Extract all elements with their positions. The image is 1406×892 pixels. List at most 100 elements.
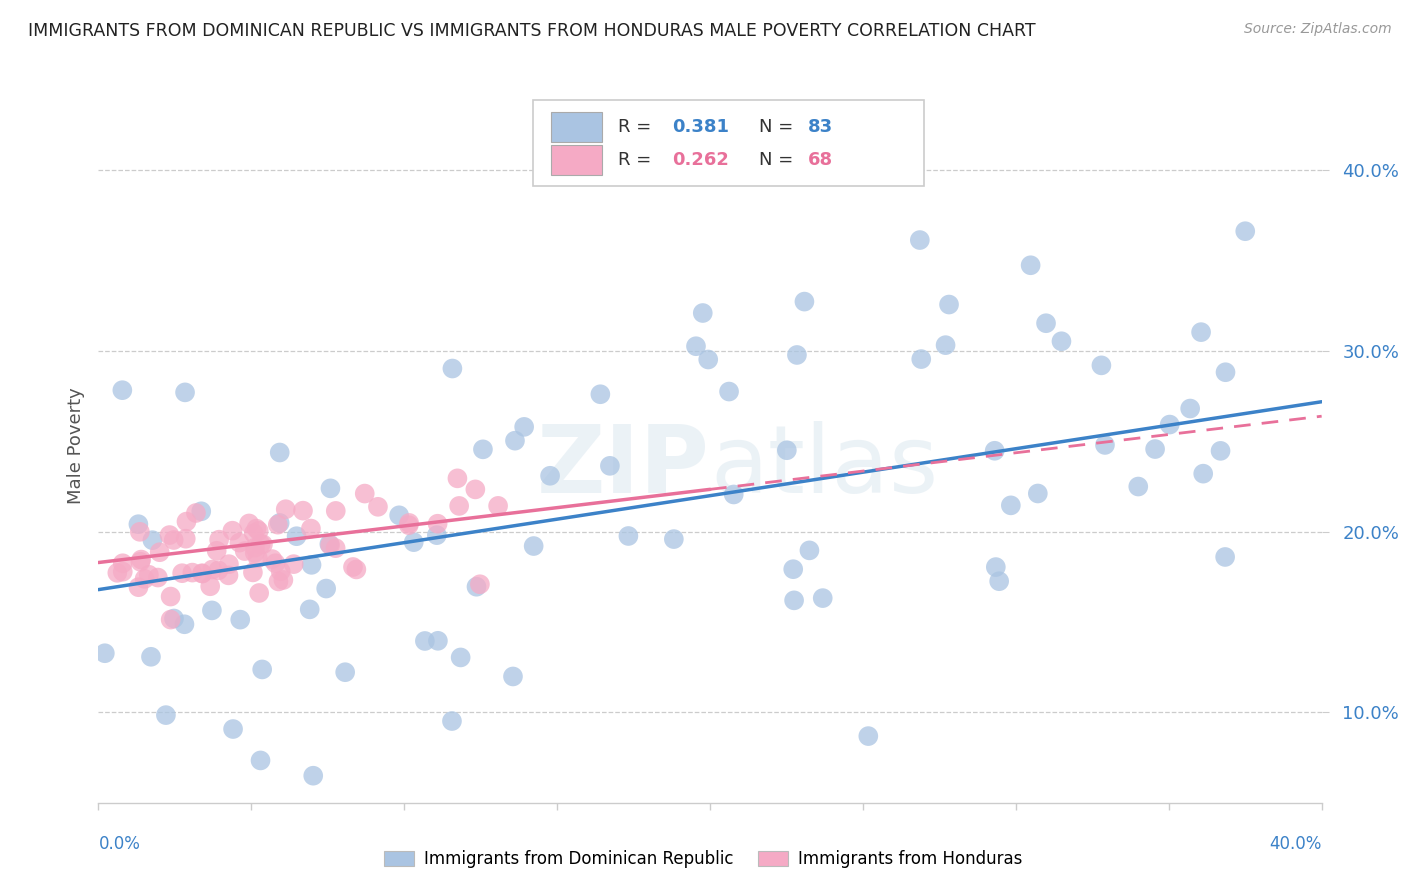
Point <box>1178 401 1201 416</box>
Point <box>139 649 162 664</box>
Text: R =: R = <box>619 151 657 169</box>
Point <box>589 387 612 401</box>
Point <box>319 481 342 495</box>
Point <box>426 516 449 531</box>
Point <box>988 574 1011 589</box>
Point <box>858 729 880 743</box>
Point <box>617 529 640 543</box>
Text: 83: 83 <box>808 118 832 136</box>
Point <box>502 669 524 683</box>
Point <box>1213 549 1236 564</box>
Point <box>270 564 292 578</box>
Point <box>262 552 284 566</box>
Point <box>1090 359 1112 373</box>
Point <box>662 532 685 546</box>
Point <box>274 502 297 516</box>
Point <box>228 535 250 549</box>
Point <box>129 555 152 569</box>
Point <box>127 580 149 594</box>
Point <box>367 500 389 514</box>
Point <box>173 617 195 632</box>
Point <box>184 506 207 520</box>
Point <box>503 434 526 448</box>
Point <box>538 468 561 483</box>
Point <box>245 522 267 536</box>
Text: ZIP: ZIP <box>537 421 710 514</box>
Point <box>128 524 150 539</box>
Point <box>599 458 621 473</box>
Point <box>146 570 169 584</box>
Point <box>174 385 197 400</box>
Point <box>222 722 245 736</box>
Point <box>1128 479 1150 493</box>
Point <box>129 552 152 566</box>
Text: 0.381: 0.381 <box>672 118 730 136</box>
Point <box>342 560 364 574</box>
Text: 40.0%: 40.0% <box>1270 835 1322 854</box>
Point <box>247 586 270 600</box>
Point <box>163 533 186 547</box>
Point <box>159 528 181 542</box>
Point <box>207 563 229 577</box>
Text: Source: ZipAtlas.com: Source: ZipAtlas.com <box>1244 22 1392 37</box>
Point <box>229 613 252 627</box>
Point <box>523 539 546 553</box>
Point <box>325 541 347 556</box>
Point <box>440 714 463 728</box>
Point <box>155 708 177 723</box>
Point <box>252 537 274 551</box>
Point <box>426 633 449 648</box>
Point <box>243 541 266 555</box>
Point <box>111 565 134 579</box>
Point <box>723 487 745 501</box>
Text: 0.0%: 0.0% <box>98 835 141 854</box>
Point <box>273 573 295 587</box>
Point <box>201 603 224 617</box>
Point <box>783 593 806 607</box>
Point <box>1192 467 1215 481</box>
Point <box>1035 316 1057 330</box>
Point <box>718 384 741 399</box>
Point <box>353 486 375 500</box>
Point <box>298 602 321 616</box>
Point <box>191 566 214 581</box>
Point <box>333 665 356 680</box>
Point <box>486 499 509 513</box>
Point <box>301 558 323 572</box>
Point <box>285 529 308 543</box>
Point <box>267 574 290 589</box>
Point <box>94 646 117 660</box>
Point <box>441 361 464 376</box>
Point <box>181 566 204 580</box>
Point <box>149 545 172 559</box>
Point <box>1144 442 1167 456</box>
Point <box>935 338 957 352</box>
Point <box>413 634 436 648</box>
Point <box>513 420 536 434</box>
Point <box>269 445 291 459</box>
Point <box>398 518 420 533</box>
Point <box>883 808 905 822</box>
Point <box>388 508 411 523</box>
Point <box>908 233 931 247</box>
Point <box>426 528 449 542</box>
Point <box>127 517 149 532</box>
Text: 0.262: 0.262 <box>672 151 728 169</box>
Point <box>471 442 494 457</box>
Point <box>464 483 486 497</box>
Point <box>247 524 270 538</box>
Point <box>218 557 240 571</box>
Point <box>1019 258 1042 272</box>
Point <box>1159 417 1181 432</box>
Point <box>242 566 264 580</box>
Point <box>315 582 337 596</box>
Point <box>1209 443 1232 458</box>
Point <box>1054 0 1077 7</box>
Point <box>697 352 720 367</box>
Point <box>159 613 181 627</box>
Point <box>105 566 128 580</box>
Point <box>174 532 197 546</box>
Point <box>246 551 269 566</box>
Point <box>269 516 291 530</box>
Point <box>243 546 266 560</box>
